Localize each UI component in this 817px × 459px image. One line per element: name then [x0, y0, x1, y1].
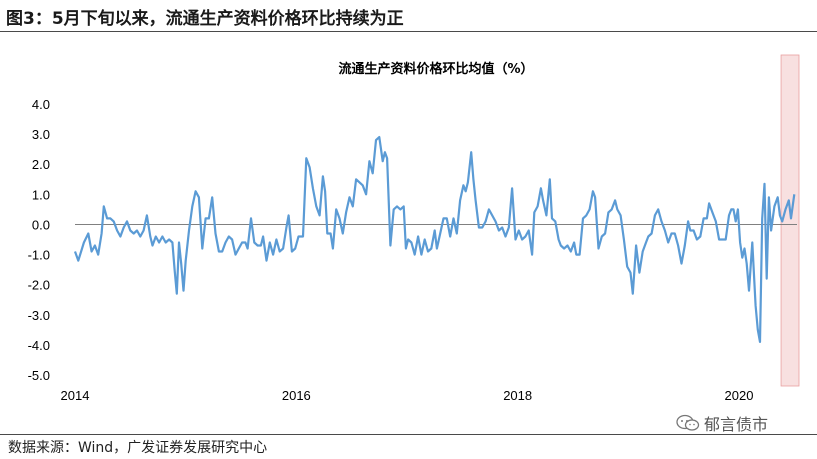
y-tick-label: -4.0	[28, 338, 50, 353]
bottom-divider	[0, 434, 817, 435]
y-tick-label: 1.0	[32, 187, 50, 202]
watermark-text: 郁言债市	[704, 415, 769, 434]
highlight-region-layer	[780, 54, 800, 387]
chart-title: 流通生产资料价格环比均值（%）	[338, 61, 533, 77]
line-chart: 流通生产资料价格环比均值（%） 4.0 3.0 2.0 1.0 0.0 -1.0 -2.0 -…	[28, 54, 800, 403]
y-tick-label: -2.0	[28, 278, 50, 293]
highlight-region	[780, 54, 800, 387]
x-tick-label: 2016	[282, 388, 311, 403]
y-tick-label: 4.0	[32, 97, 50, 112]
watermark: 郁言债市	[676, 411, 768, 435]
y-tick-label: 3.0	[32, 127, 50, 142]
series-layer	[73, 136, 796, 343]
top-divider	[0, 31, 817, 32]
y-tick-label: -5.0	[28, 368, 50, 383]
wechat-icon	[676, 414, 700, 431]
y-tick-label: -1.0	[28, 248, 50, 263]
series-line	[73, 136, 796, 343]
figure-title: 图3：5月下旬以来，流通生产资料价格环比持续为正	[6, 9, 404, 29]
x-tick-label: 2018	[503, 388, 532, 403]
y-tick-label: 2.0	[32, 157, 50, 172]
y-tick-label: 0.0	[32, 217, 50, 232]
y-axis-ticks: 4.0 3.0 2.0 1.0 0.0 -1.0 -2.0 -3.0 -4.0 -5.0	[28, 97, 50, 383]
x-axis-ticks: 2014 2016 2018 2020	[61, 388, 754, 403]
x-tick-label: 2020	[725, 388, 754, 403]
x-tick-label: 2014	[61, 388, 90, 403]
source-note: 数据来源：Wind，广发证券发展研究中心	[8, 440, 268, 456]
y-tick-label: -3.0	[28, 308, 50, 323]
